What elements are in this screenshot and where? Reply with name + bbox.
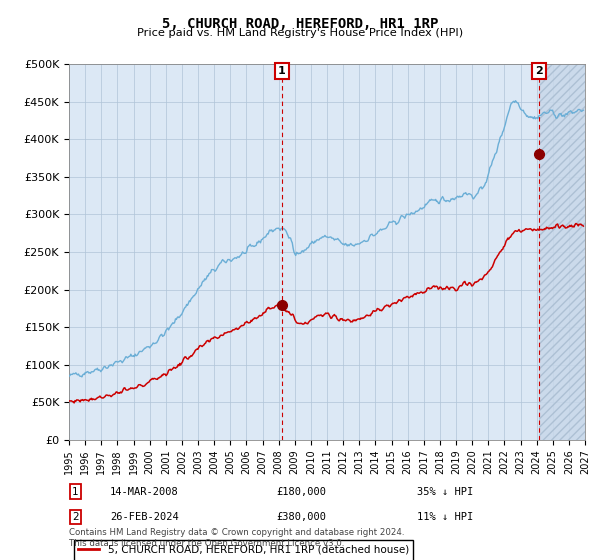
Text: 5, CHURCH ROAD, HEREFORD, HR1 1RP: 5, CHURCH ROAD, HEREFORD, HR1 1RP: [162, 17, 438, 31]
Bar: [539, 64, 585, 440]
Text: 1: 1: [72, 487, 79, 497]
Text: Price paid vs. HM Land Registry's House Price Index (HPI): Price paid vs. HM Land Registry's House …: [137, 28, 463, 38]
Text: £180,000: £180,000: [276, 487, 326, 497]
Text: 2: 2: [535, 66, 543, 76]
Text: 35% ↓ HPI: 35% ↓ HPI: [417, 487, 473, 497]
Text: Contains HM Land Registry data © Crown copyright and database right 2024.
This d: Contains HM Land Registry data © Crown c…: [69, 528, 404, 548]
Text: £380,000: £380,000: [276, 512, 326, 522]
Text: 26-FEB-2024: 26-FEB-2024: [110, 512, 179, 522]
Text: 1: 1: [278, 66, 286, 76]
Text: 14-MAR-2008: 14-MAR-2008: [110, 487, 179, 497]
Text: 11% ↓ HPI: 11% ↓ HPI: [417, 512, 473, 522]
Legend: 5, CHURCH ROAD, HEREFORD, HR1 1RP (detached house), HPI: Average price, detached: 5, CHURCH ROAD, HEREFORD, HR1 1RP (detac…: [74, 540, 413, 560]
Text: 2: 2: [72, 512, 79, 522]
